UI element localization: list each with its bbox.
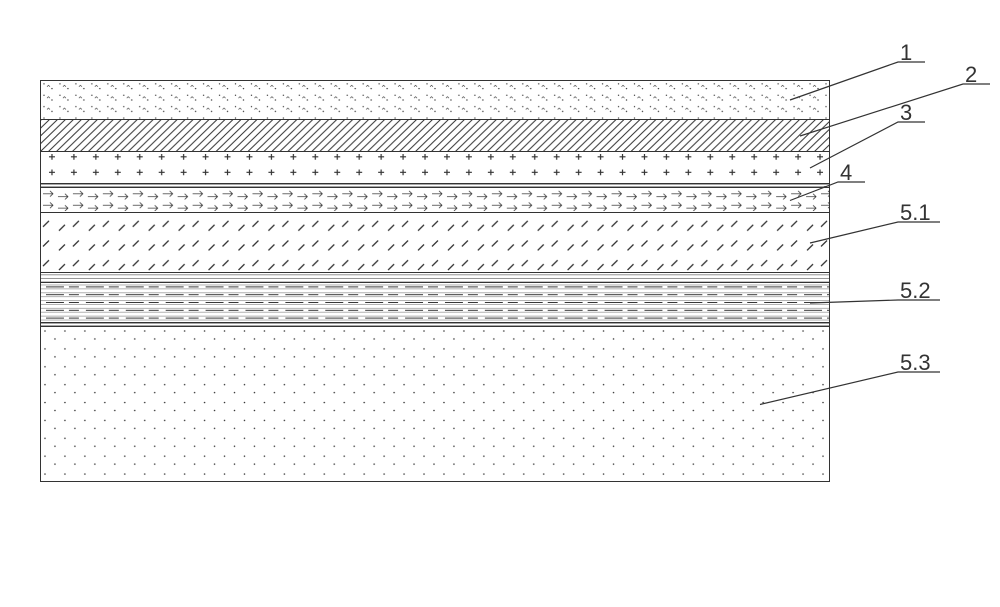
label-layer-5-2: 5.2 xyxy=(900,278,931,304)
label-layer-3: 3 xyxy=(900,100,912,126)
cross-section-diagram: 1 2 3 4 5.1 5.2 5.3 xyxy=(20,20,1000,587)
label-layer-5-1: 5.1 xyxy=(900,200,931,226)
label-layer-1: 1 xyxy=(900,40,912,66)
layer-stack xyxy=(40,80,830,482)
layer-5-2 xyxy=(40,283,830,323)
layer-3 xyxy=(40,152,830,184)
label-layer-2: 2 xyxy=(965,62,977,88)
layer-2 xyxy=(40,120,830,152)
layer-1 xyxy=(40,80,830,120)
label-layer-4: 4 xyxy=(840,160,852,186)
label-layer-5-3: 5.3 xyxy=(900,350,931,376)
layer-5-1 xyxy=(40,213,830,273)
layer-5-3 xyxy=(40,327,830,482)
layer-5-1b xyxy=(40,273,830,283)
layer-4 xyxy=(40,188,830,213)
